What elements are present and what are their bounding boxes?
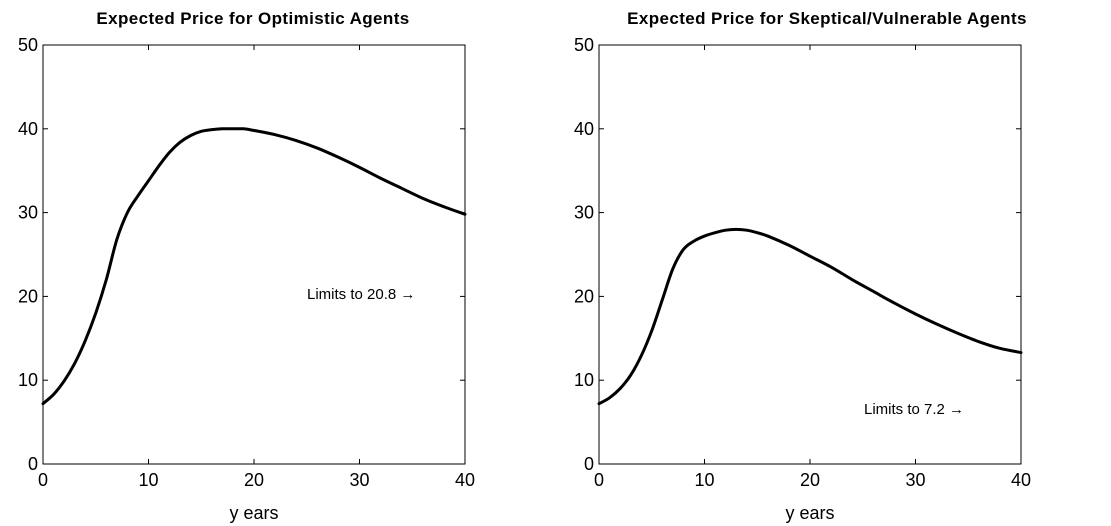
y-tick-label: 50 bbox=[18, 35, 38, 55]
series-line bbox=[41, 127, 467, 406]
limit-annotation: Limits to 20.8 → bbox=[307, 286, 415, 303]
x-tick-label: 20 bbox=[800, 470, 820, 490]
chart-title: Expected Price for Skeptical/Vulnerable … bbox=[627, 9, 1027, 28]
series-line bbox=[597, 227, 1023, 406]
axes-frame bbox=[42, 44, 466, 465]
x-tick-label: 40 bbox=[455, 470, 475, 490]
chart-optimistic: Expected Price for Optimistic Agents 0 10… bbox=[18, 9, 475, 523]
y-tick-label: 30 bbox=[574, 203, 594, 223]
chart-title: Expected Price for Optimistic Agents bbox=[96, 9, 409, 28]
x-tick-label: 10 bbox=[694, 470, 714, 490]
tick-label-group: 0 10 20 30 40 0 10 20 30 40 50 bbox=[18, 35, 475, 490]
tick-group bbox=[42, 44, 466, 465]
x-tick-label: 0 bbox=[38, 470, 48, 490]
y-tick-label: 20 bbox=[574, 286, 594, 306]
y-tick-label: 50 bbox=[574, 35, 594, 55]
x-tick-label: 10 bbox=[138, 470, 158, 490]
x-tick-label: 40 bbox=[1011, 470, 1031, 490]
tick-label-group: 0 10 20 30 40 0 10 20 30 40 50 bbox=[574, 35, 1031, 490]
y-tick-label: 10 bbox=[574, 370, 594, 390]
x-axis-label: y ears bbox=[229, 503, 278, 523]
tick-group bbox=[598, 44, 1022, 465]
y-tick-label: 40 bbox=[574, 119, 594, 139]
x-tick-label: 30 bbox=[905, 470, 925, 490]
x-axis-label: y ears bbox=[785, 503, 834, 523]
chart-skeptical: Expected Price for Skeptical/Vulnerable … bbox=[574, 9, 1031, 523]
x-tick-label: 20 bbox=[244, 470, 264, 490]
y-tick-label: 0 bbox=[28, 454, 38, 474]
y-tick-label: 0 bbox=[584, 454, 594, 474]
y-tick-label: 10 bbox=[18, 370, 38, 390]
x-tick-label: 0 bbox=[594, 470, 604, 490]
limit-annotation: Limits to 7.2 → bbox=[864, 401, 964, 418]
x-tick-label: 30 bbox=[349, 470, 369, 490]
y-tick-label: 30 bbox=[18, 203, 38, 223]
y-tick-label: 40 bbox=[18, 119, 38, 139]
y-tick-label: 20 bbox=[18, 286, 38, 306]
